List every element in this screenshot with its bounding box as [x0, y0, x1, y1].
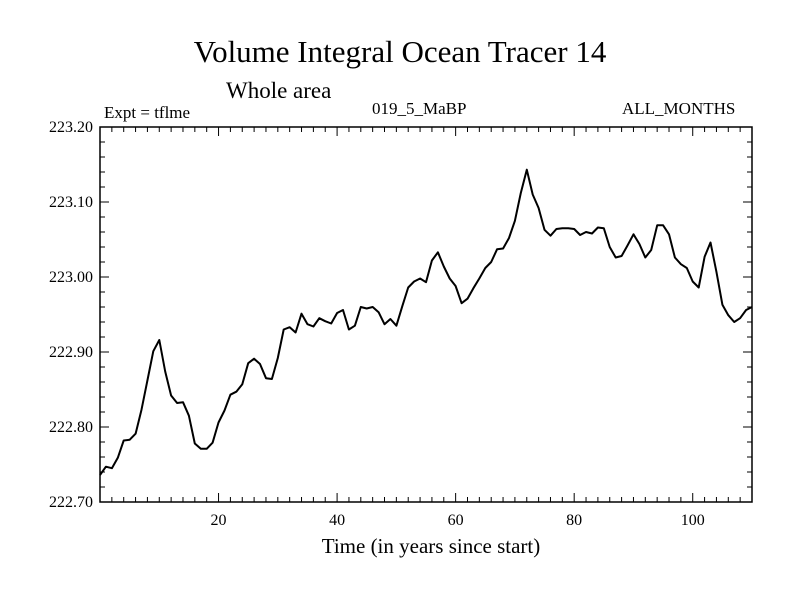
- x-tick-label: 100: [681, 512, 705, 529]
- y-tick-label: 222.70: [49, 494, 93, 511]
- y-tick-label: 223.20: [49, 119, 93, 136]
- x-tick-label: 80: [566, 512, 582, 529]
- chart-subtitle: Whole area: [226, 78, 332, 103]
- plot-frame: [99, 126, 753, 503]
- chart-title: Volume Integral Ocean Tracer 14: [193, 34, 607, 69]
- y-tick-label: 222.90: [49, 344, 93, 361]
- y-tick-label: 222.80: [49, 419, 93, 436]
- months-label: ALL_MONTHS: [622, 99, 736, 118]
- experiment-label: Expt = tflme: [104, 103, 191, 122]
- y-tick-label: 223.10: [49, 194, 93, 211]
- x-tick-label: 20: [211, 512, 227, 529]
- run-label: 019_5_MaBP: [372, 99, 467, 118]
- x-axis-label: Time (in years since start): [322, 534, 541, 558]
- series-line: [99, 168, 753, 476]
- y-tick-label: 223.00: [49, 269, 93, 286]
- x-tick-label: 40: [329, 512, 345, 529]
- x-tick-label: 60: [448, 512, 464, 529]
